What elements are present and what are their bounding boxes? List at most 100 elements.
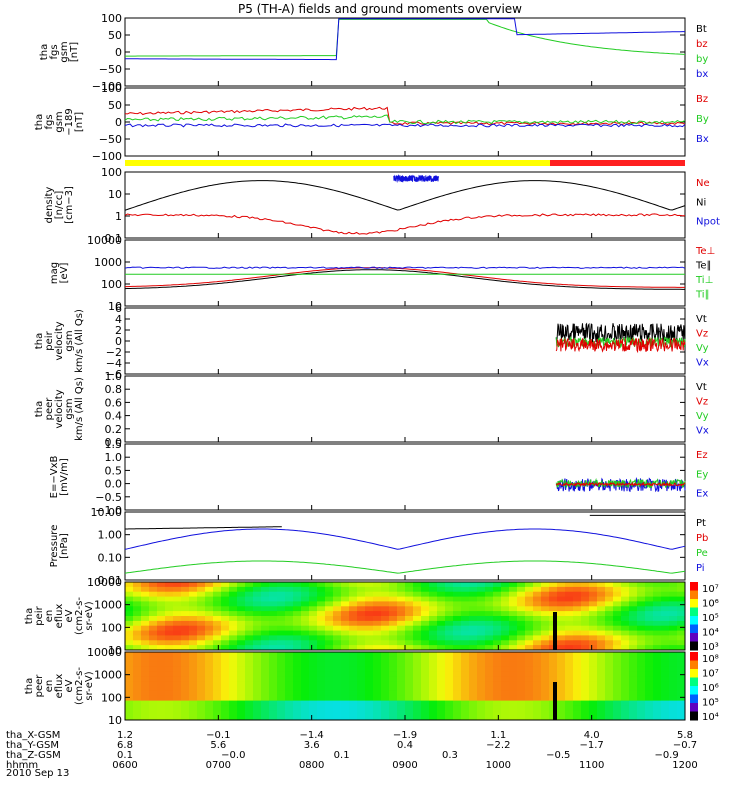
spectrogram-cell [133, 601, 142, 607]
spectrogram-cell [469, 630, 478, 636]
spectrogram-cell [205, 656, 214, 663]
y-axis-label-line: gsm [59, 41, 70, 62]
spectrogram-cell [181, 596, 190, 602]
spectrogram-cell [189, 661, 198, 668]
spectrogram-cell [157, 700, 166, 706]
spectrogram-cell [509, 676, 518, 682]
spectrogram-cell [421, 640, 430, 646]
spectrogram-cell [253, 705, 262, 711]
spectrogram-cell [589, 661, 598, 668]
spectrogram-cell [365, 620, 374, 627]
spectrogram-cell [373, 666, 382, 672]
spectrogram-cell [477, 686, 486, 692]
spectrogram-cell [213, 666, 222, 672]
spectrogram-cell [645, 700, 654, 706]
spectrogram-cell [253, 586, 262, 593]
spectrogram-cell [341, 676, 350, 682]
spectrogram-cell [405, 666, 414, 672]
spectrogram-cell [429, 661, 438, 668]
spectrogram-cell [341, 645, 350, 651]
spectrogram-cell [317, 630, 326, 636]
spectrogram-cell [509, 652, 518, 658]
spectrogram-cell [205, 652, 214, 658]
spectrogram-cell [573, 606, 582, 612]
spectrogram-cell [149, 635, 158, 641]
spectrogram-cell [549, 671, 558, 677]
spectrogram-cell [317, 591, 326, 598]
spectrogram-cell [517, 645, 526, 651]
spectrogram-cell [317, 586, 326, 593]
spectrogram-cell [661, 582, 670, 588]
spectrogram-cell [509, 616, 518, 622]
spectrogram-cell [445, 616, 454, 622]
spectrogram-cell [205, 601, 214, 607]
y-tick-label: 10000 [87, 234, 122, 247]
spectrogram-cell [453, 656, 462, 663]
spectrogram-cell [213, 601, 222, 607]
spectrogram-cell [405, 582, 414, 588]
spectrogram-cell [637, 606, 646, 612]
spectrogram-cell [453, 705, 462, 711]
spectrogram-cell [589, 582, 598, 588]
spectrogram-cell [245, 705, 254, 711]
spectrogram-cell [501, 666, 510, 672]
spectrogram-cell [181, 586, 190, 593]
spectrogram-cell [517, 695, 526, 702]
spectrogram-cell [229, 656, 238, 663]
spectrogram-cell [221, 616, 230, 622]
spectrogram-cell [525, 586, 534, 593]
spectrogram-cell [365, 715, 374, 721]
spectrogram-cell [221, 681, 230, 687]
spectrogram-cell [445, 606, 454, 612]
colorbar-segment [690, 686, 698, 695]
panel-frame [124, 511, 686, 581]
spectrogram-cell [597, 645, 606, 651]
spectrogram-cell [165, 596, 174, 602]
spectrogram-cell [229, 625, 238, 632]
spectrogram-cell [333, 681, 342, 687]
spectrogram-cell [301, 695, 310, 702]
spectrogram-cell [165, 630, 174, 636]
spectrogram-cell [533, 710, 542, 716]
spectrogram-cell [637, 681, 646, 687]
spectrogram-cell [213, 606, 222, 612]
spectrogram-cell [149, 645, 158, 651]
spectrogram-cell [533, 705, 542, 711]
spectrogram-cell [301, 620, 310, 627]
spectrogram-cell [165, 625, 174, 632]
spectrogram-cell [445, 645, 454, 651]
spectrogram-cell [389, 661, 398, 668]
time-axis-labels: tha_X-GSM 1.2 −0.1 −1.4 −1.9 1.1 4.0 5.8tha_Y-G… [6, 730, 698, 771]
spectrogram-cell [325, 586, 334, 593]
y-tick-label: 6 [115, 302, 122, 315]
y-tick-label: 1000 [94, 256, 122, 269]
spectrogram-cell [317, 611, 326, 617]
spectrogram-cell [133, 676, 142, 682]
spectrogram-cell [453, 690, 462, 697]
spectrogram-cell [453, 671, 462, 677]
spectrogram-cell [309, 640, 318, 646]
spectrogram-cell [277, 635, 286, 641]
colorbar-segment [690, 599, 698, 608]
spectrogram-cell [581, 640, 590, 646]
spectrogram-cell [437, 625, 446, 632]
spectrogram-cell [605, 591, 614, 598]
spectrogram-cell [253, 661, 262, 668]
spectrogram-cell [141, 695, 150, 702]
spectrogram-cell [381, 606, 390, 612]
spectrogram-cell [189, 616, 198, 622]
spectrogram-cell [365, 690, 374, 697]
spectrogram-cell [653, 715, 662, 721]
spectrogram-cell [645, 671, 654, 677]
spectrogram-cell [365, 616, 374, 622]
spectrogram-cell [341, 700, 350, 706]
spectrogram-cell [165, 690, 174, 697]
y-axis-label: thapeirenefluxeV(cm2-s-sr-eV) [24, 597, 95, 635]
spectrogram-cell [373, 645, 382, 651]
spectrogram-cell [349, 700, 358, 706]
spectrogram-cell [133, 586, 142, 593]
spectrogram-cell [557, 700, 566, 706]
spectrogram-cell [557, 710, 566, 716]
